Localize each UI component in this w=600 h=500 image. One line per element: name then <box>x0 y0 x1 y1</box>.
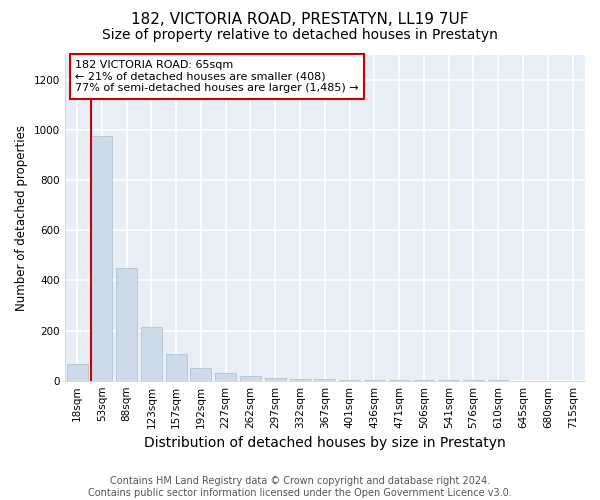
Bar <box>190 368 211 380</box>
Y-axis label: Number of detached properties: Number of detached properties <box>15 125 28 311</box>
Bar <box>166 354 187 380</box>
Bar <box>67 364 88 380</box>
Bar <box>116 268 137 380</box>
Text: Contains HM Land Registry data © Crown copyright and database right 2024.
Contai: Contains HM Land Registry data © Crown c… <box>88 476 512 498</box>
Bar <box>141 327 162 380</box>
Text: Size of property relative to detached houses in Prestatyn: Size of property relative to detached ho… <box>102 28 498 42</box>
Text: 182 VICTORIA ROAD: 65sqm
← 21% of detached houses are smaller (408)
77% of semi-: 182 VICTORIA ROAD: 65sqm ← 21% of detach… <box>75 60 359 93</box>
Text: 182, VICTORIA ROAD, PRESTATYN, LL19 7UF: 182, VICTORIA ROAD, PRESTATYN, LL19 7UF <box>131 12 469 28</box>
Bar <box>215 373 236 380</box>
Bar <box>265 378 286 380</box>
Bar <box>290 378 311 380</box>
X-axis label: Distribution of detached houses by size in Prestatyn: Distribution of detached houses by size … <box>144 436 506 450</box>
Bar <box>240 376 261 380</box>
Bar <box>91 136 112 380</box>
